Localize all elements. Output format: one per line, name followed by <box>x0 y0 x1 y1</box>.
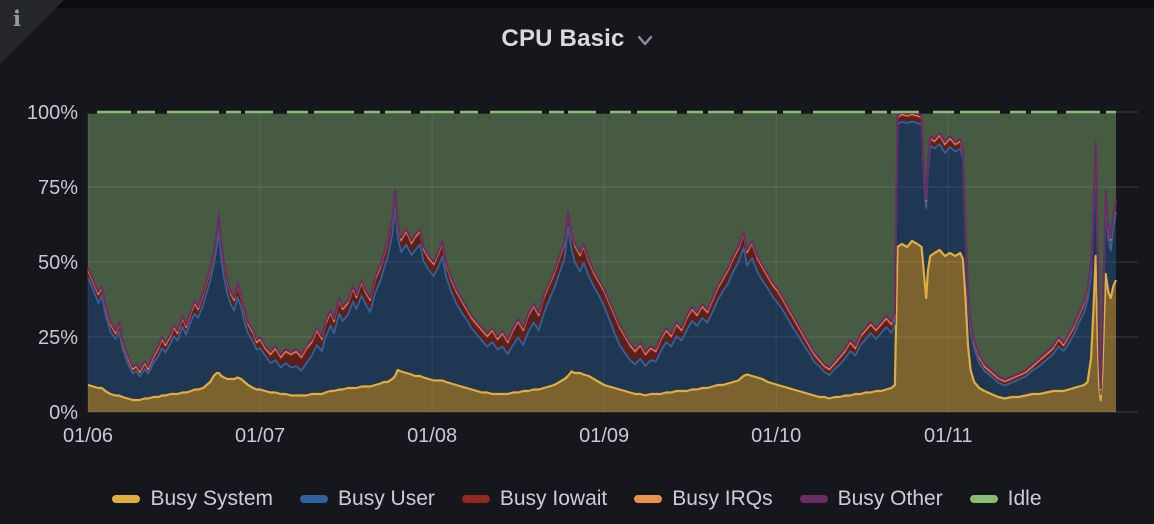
line-user <box>87 120 1117 396</box>
y-tick-label: 25% <box>38 327 78 349</box>
area-system <box>88 241 1116 412</box>
x-tick-label: 01/08 <box>407 425 457 447</box>
x-tick-label: 01/09 <box>579 425 629 447</box>
legend-label: Idle <box>1007 487 1042 510</box>
line-system <box>87 239 1118 402</box>
cpu-usage-chart[interactable]: 0% 25% 50% 75% 100% 01/06 01/07 01/08 01/09 01/10… <box>0 8 1154 524</box>
panel-title[interactable]: CPU Basic <box>501 25 625 52</box>
legend-item-iowait[interactable]: Busy Iowait <box>461 487 608 511</box>
legend-label: Busy IRQs <box>672 487 773 510</box>
y-tick-label: 50% <box>38 252 78 274</box>
chart-series-areas <box>88 112 1116 412</box>
window-top-strip <box>0 0 1154 8</box>
grafana-panel: 0% 25% 50% 75% 100% 01/06 01/07 01/08 01/09 01/10… <box>0 8 1154 524</box>
legend-item-system[interactable]: Busy System <box>112 487 273 511</box>
x-tick-label: 01/10 <box>751 425 801 447</box>
legend-swatch-irqs <box>634 495 663 503</box>
legend-swatch-system <box>112 495 141 503</box>
y-axis-labels: 0% 25% 50% 75% 100% <box>27 102 78 424</box>
panel-info-icon[interactable]: i <box>0 0 64 64</box>
x-tick-label: 01/11 <box>924 425 973 447</box>
legend-swatch-other <box>799 495 828 503</box>
area-user <box>88 121 1116 400</box>
legend-item-other[interactable]: Busy Other <box>799 487 943 511</box>
x-tick-label: 01/06 <box>63 425 113 447</box>
legend-item-idle[interactable]: Idle <box>969 487 1042 511</box>
legend-item-irqs[interactable]: Busy IRQs <box>634 487 773 511</box>
info-icon-glyph: i <box>13 6 21 31</box>
chevron-down-icon[interactable] <box>637 35 653 47</box>
x-tick-label: 01/07 <box>235 425 285 447</box>
legend-swatch-iowait <box>461 495 490 503</box>
y-tick-label: 0% <box>49 402 78 424</box>
y-tick-label: 100% <box>27 102 78 124</box>
line-other <box>87 111 1117 389</box>
legend-label: Busy System <box>150 487 274 510</box>
legend-label: Busy User <box>338 487 435 510</box>
y-tick-label: 75% <box>38 177 78 199</box>
legend-item-user[interactable]: Busy User <box>300 487 435 511</box>
chart-legend: Busy System Busy User Busy Iowait Busy IRQs… <box>0 476 1154 522</box>
legend-label: Busy Other <box>837 487 943 510</box>
legend-label: Busy Iowait <box>499 487 608 510</box>
area-idle <box>88 112 1116 388</box>
legend-swatch-idle <box>969 495 998 503</box>
chart-series-lines <box>87 110 1118 402</box>
legend-swatch-user <box>300 495 329 503</box>
panel-header: CPU Basic <box>0 8 1154 70</box>
x-axis-labels: 01/06 01/07 01/08 01/09 01/10 01/11 <box>63 425 973 447</box>
